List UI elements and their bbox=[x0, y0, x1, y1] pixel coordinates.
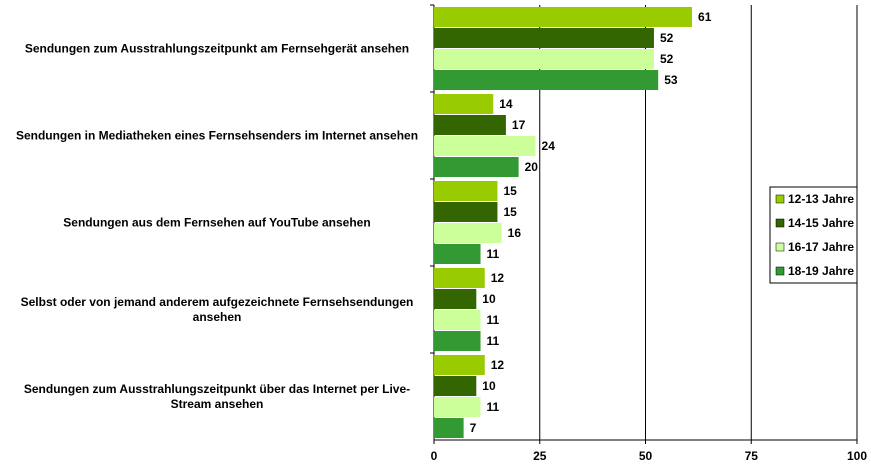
value-label: 12 bbox=[491, 358, 505, 372]
value-label: 24 bbox=[542, 139, 556, 153]
bar bbox=[434, 268, 485, 288]
value-label: 52 bbox=[660, 31, 674, 45]
bar bbox=[434, 289, 477, 309]
legend-label: 14-15 Jahre bbox=[788, 216, 854, 230]
bar bbox=[434, 70, 659, 90]
bar bbox=[434, 94, 494, 114]
bar bbox=[434, 7, 693, 27]
legend-label: 18-19 Jahre bbox=[788, 264, 854, 278]
bar bbox=[434, 376, 477, 396]
x-tick-label: 100 bbox=[847, 449, 867, 463]
bar bbox=[434, 49, 654, 69]
bar bbox=[434, 181, 498, 201]
value-label: 52 bbox=[660, 52, 674, 66]
value-label: 16 bbox=[508, 226, 522, 240]
bar bbox=[434, 136, 536, 156]
legend-label: 12-13 Jahre bbox=[788, 192, 854, 206]
value-label: 11 bbox=[487, 400, 500, 414]
category-label: Sendungen aus dem Fernsehen auf YouTube … bbox=[63, 215, 371, 229]
bar bbox=[434, 397, 481, 417]
value-label: 11 bbox=[487, 247, 500, 261]
value-label: 7 bbox=[470, 421, 477, 435]
bar bbox=[434, 310, 481, 330]
value-label: 53 bbox=[664, 73, 678, 87]
value-label: 11 bbox=[487, 334, 500, 348]
legend-label: 16-17 Jahre bbox=[788, 240, 854, 254]
bar bbox=[434, 418, 464, 438]
category-label: Sendungen zum Ausstrahlungszeitpunkt übe… bbox=[23, 381, 411, 411]
x-tick-label: 25 bbox=[533, 449, 547, 463]
bar bbox=[434, 202, 498, 222]
bar bbox=[434, 28, 654, 48]
legend-swatch bbox=[775, 218, 785, 228]
x-tick-label: 50 bbox=[639, 449, 653, 463]
value-label: 12 bbox=[491, 271, 505, 285]
legend-box bbox=[769, 186, 858, 284]
bar bbox=[434, 115, 506, 135]
value-label: 17 bbox=[512, 118, 526, 132]
value-label: 10 bbox=[482, 379, 496, 393]
legend-swatch bbox=[775, 194, 785, 204]
value-label: 11 bbox=[487, 313, 500, 327]
bar bbox=[434, 223, 502, 243]
category-label: Sendungen in Mediatheken eines Fernsehse… bbox=[15, 128, 419, 142]
value-label: 14 bbox=[499, 97, 513, 111]
value-label: 61 bbox=[698, 10, 712, 24]
x-tick-label: 75 bbox=[745, 449, 759, 463]
legend-swatch bbox=[775, 242, 785, 252]
category-label: Sendungen zum Ausstrahlungszeitpunkt am … bbox=[24, 41, 410, 55]
value-label: 10 bbox=[482, 292, 496, 306]
legend-swatch bbox=[775, 266, 785, 276]
value-label: 15 bbox=[503, 205, 517, 219]
bar bbox=[434, 244, 481, 264]
bar bbox=[434, 157, 519, 177]
value-label: 20 bbox=[525, 160, 539, 174]
bar bbox=[434, 355, 485, 375]
value-label: 15 bbox=[503, 184, 517, 198]
bar bbox=[434, 331, 481, 351]
category-label: Selbst oder von jemand anderem aufgezeic… bbox=[20, 294, 414, 324]
x-tick-label: 0 bbox=[431, 449, 438, 463]
